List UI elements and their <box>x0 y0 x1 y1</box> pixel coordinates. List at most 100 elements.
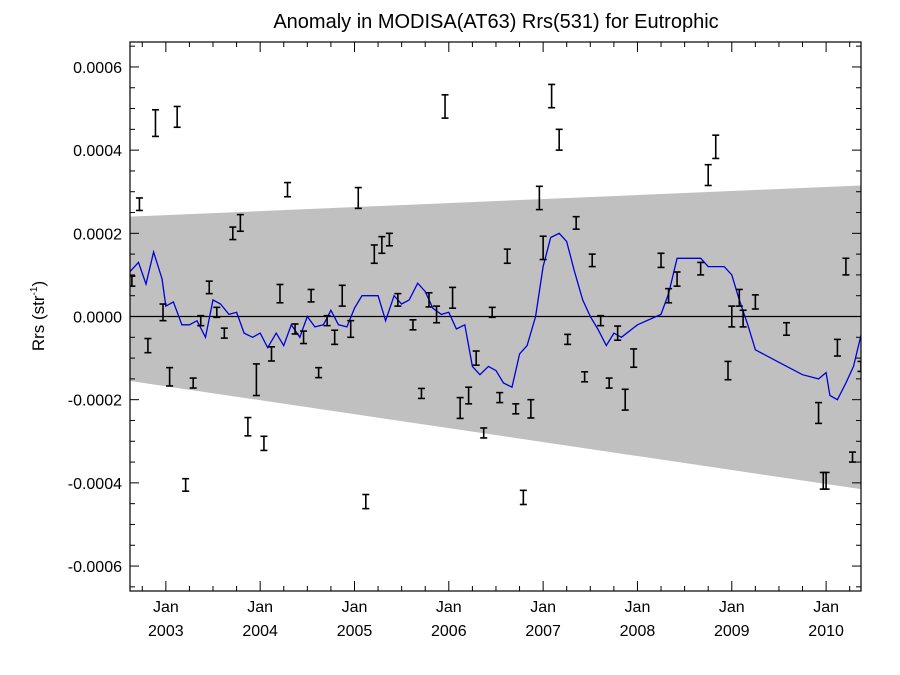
x-tick-month-label: Jan <box>719 599 745 616</box>
error-bar <box>166 366 174 387</box>
error-bar <box>621 388 629 411</box>
x-tick-month-label: Jan <box>530 599 556 616</box>
error-bar <box>244 416 252 437</box>
error-bar <box>385 232 393 247</box>
y-tick-label: 0.0004 <box>73 143 122 160</box>
error-bar <box>724 360 732 381</box>
plot-content <box>130 83 861 510</box>
error-bar <box>276 283 284 304</box>
error-bar <box>842 257 850 276</box>
x-tick-year-label: 2004 <box>242 623 278 640</box>
error-bar <box>597 314 605 327</box>
y-tick-label: -0.0004 <box>68 476 122 493</box>
error-bar <box>555 128 563 151</box>
error-bar <box>739 309 747 328</box>
y-tick-label: 0.0000 <box>73 310 122 327</box>
x-tick-year-label: 2007 <box>525 623 561 640</box>
error-bar <box>822 471 830 490</box>
error-bar <box>488 306 496 319</box>
error-bar <box>849 451 857 463</box>
y-axis-label: Rrs (str-1) <box>29 281 48 351</box>
error-bar <box>735 288 743 307</box>
x-tick-year-label: 2003 <box>148 623 184 640</box>
error-bar <box>307 288 315 303</box>
x-tick-month-label: Jan <box>436 599 462 616</box>
error-bar <box>728 305 736 328</box>
error-bar <box>284 181 292 198</box>
x-tick-year-label: 2006 <box>431 623 467 640</box>
error-bar <box>220 327 228 339</box>
error-bar <box>135 197 143 212</box>
error-bar <box>205 280 213 295</box>
error-bar <box>673 271 681 287</box>
error-bar <box>697 261 705 276</box>
error-bar <box>182 477 190 492</box>
error-bar <box>260 435 268 452</box>
error-bar <box>704 163 712 187</box>
error-bar <box>496 391 504 404</box>
error-bar <box>519 489 527 506</box>
x-tick-month-label: Jan <box>625 599 651 616</box>
error-bar <box>378 235 386 255</box>
error-bar <box>151 108 159 138</box>
error-bar <box>581 371 589 383</box>
error-bar <box>465 386 473 405</box>
error-bar <box>539 235 547 261</box>
error-bar <box>417 387 425 400</box>
error-bar <box>751 294 759 310</box>
x-tick-year-label: 2010 <box>808 623 844 640</box>
error-bar <box>323 314 331 327</box>
x-tick-month-label: Jan <box>153 599 179 616</box>
error-bar <box>782 321 790 337</box>
error-bar <box>480 427 488 439</box>
error-bar <box>409 319 417 331</box>
error-bar <box>315 366 323 379</box>
error-bar <box>331 329 339 346</box>
x-tick-year-label: 2005 <box>337 623 373 640</box>
error-bar <box>527 398 535 419</box>
error-bar <box>189 377 197 389</box>
error-bar <box>354 186 362 210</box>
y-tick-label: -0.0002 <box>68 393 122 410</box>
error-bar <box>229 226 237 241</box>
error-bar <box>433 305 441 324</box>
chart-title: Anomaly in MODISA(AT63) Rrs(531) for Eut… <box>273 11 718 33</box>
error-bar <box>548 83 556 109</box>
plot-area: -0.0006 -0.0004 -0.0002 0.0000 0.0002 0.0004 0… <box>68 41 862 640</box>
y-axis-label-close: ) <box>29 281 48 287</box>
error-bar <box>657 252 665 269</box>
error-bar <box>503 248 511 265</box>
error-bar <box>130 275 136 287</box>
x-tick-year-label: 2008 <box>620 623 656 640</box>
error-bar <box>197 314 205 327</box>
error-bar <box>213 306 221 319</box>
y-tick-label: 0.0006 <box>73 60 122 77</box>
error-bar <box>605 377 613 389</box>
y-axis-label-superscript: -1 <box>29 286 40 295</box>
error-bar <box>572 215 580 230</box>
x-tick-year-label: 2009 <box>714 623 750 640</box>
error-bar <box>362 493 370 510</box>
error-bar <box>535 185 543 211</box>
error-bar <box>833 338 841 357</box>
error-bar <box>425 291 433 308</box>
error-bar <box>394 292 402 307</box>
error-bar <box>472 350 480 366</box>
error-bar <box>159 303 167 322</box>
x-tick-month-label: Jan <box>247 599 273 616</box>
error-bar <box>614 325 622 342</box>
y-axis-label-main: Rrs (str <box>29 295 48 351</box>
error-bar <box>712 134 720 160</box>
error-bar <box>630 348 638 369</box>
error-bar <box>441 94 449 119</box>
error-bar <box>815 401 823 425</box>
y-tick-label: -0.0006 <box>68 559 122 576</box>
error-bar <box>347 319 355 339</box>
y-tick-label: 0.0002 <box>73 226 122 243</box>
error-bar <box>588 253 596 268</box>
confidence-band <box>130 185 861 490</box>
error-bar <box>456 396 464 420</box>
error-bar <box>236 213 244 233</box>
error-bar <box>267 346 275 362</box>
